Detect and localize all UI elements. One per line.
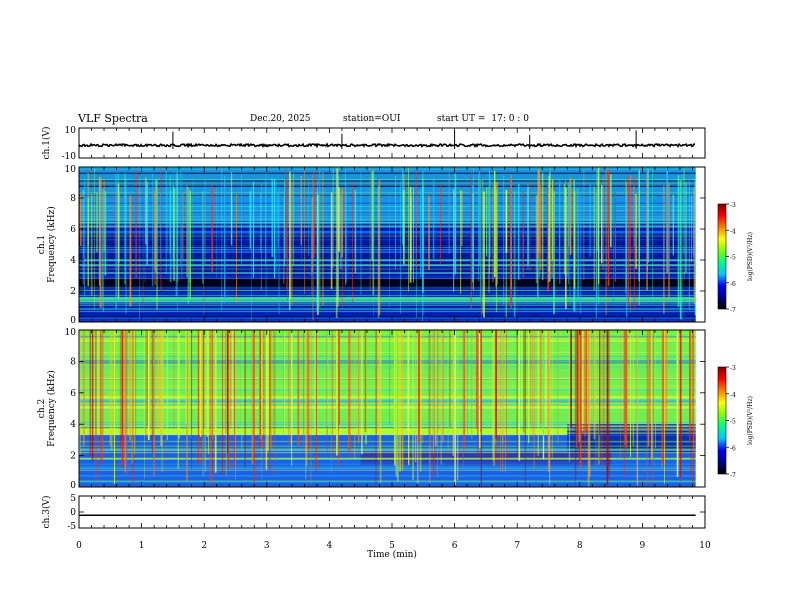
ch2-spec-ylabel: ch.2: [37, 399, 47, 418]
x-tick-label: 5: [389, 541, 395, 551]
x-tick-label: 6: [452, 541, 458, 551]
ch2-spec-colorbar-tick-label: -3: [730, 365, 736, 372]
x-tick-label: 9: [640, 541, 646, 551]
x-tick-label: 3: [264, 541, 270, 551]
ch2-spec-ytick-label: 4: [70, 420, 76, 430]
chart-title: VLF Spectra: [78, 112, 148, 125]
ch1-spec-low-zone: [79, 303, 696, 322]
ch2-spec-colorbar-tick-label: -6: [730, 445, 736, 452]
ch1-spec-dark-band: [79, 278, 696, 288]
ch1-spec-colorbar-tick-label: -6: [730, 281, 736, 288]
x-axis-label: Time (min): [367, 549, 417, 560]
ch1-spec-colorbar: [717, 203, 727, 310]
ch1-spec-ylabel: Frequency (kHz): [46, 206, 57, 283]
ch2-spec-ytick-label: 8: [70, 357, 76, 367]
ch1-spec-colorbar-tick-label: -7: [730, 307, 736, 314]
ch1-spec-ytick-label: 4: [70, 256, 76, 266]
ch1-spec-ylabel: ch.1: [37, 235, 47, 254]
ch2-spec-colorbar: [717, 366, 727, 475]
ch1-waveform-trace: [78, 142, 696, 149]
ch1-spec-colorbar-tick-label: -5: [730, 255, 736, 262]
ch3-ytick-label: 5: [70, 494, 76, 504]
date-text: Dec.20, 2025: [250, 114, 311, 124]
ch1-spec-ytick-label: 8: [70, 194, 76, 204]
x-tick-label: 10: [699, 541, 711, 551]
ch1-spec-ytick-label: 0: [70, 316, 76, 326]
x-tick-label: 7: [514, 541, 520, 551]
ch2-spec-ytick-label: 2: [70, 452, 76, 462]
ch1-spec-colorbar-tick-label: -3: [730, 202, 736, 209]
ch1-spec-image: [79, 167, 697, 322]
ch2-spec-colorbar-tick-label: -7: [730, 472, 736, 479]
ch2-spec-colorbar-label: log(PSD)(V²/Hz): [747, 396, 754, 445]
ch1-spec-colorbar-label: log(PSD)(V²/Hz): [747, 232, 754, 281]
ch2-spec-bright-band: [79, 428, 568, 436]
ch2-spec-colorbar-tick-label: -5: [730, 419, 736, 426]
ch1-spec-ytick-label: 2: [70, 287, 76, 297]
ch1-ytick-label: 10: [65, 126, 77, 136]
ch2-spec-colorbar-tick-label: -4: [730, 392, 736, 399]
ch2-spec-ytick-label: 6: [70, 389, 76, 399]
x-tick-label: 4: [327, 541, 333, 551]
ch1-spec-colorbar-tick-label: -4: [730, 228, 736, 235]
station-value: OUI: [381, 114, 401, 124]
ch2-spec-ylabel: Frequency (kHz): [46, 370, 57, 447]
ch3-ytick-label: -5: [67, 522, 76, 532]
ch2-spec-ytick-label: 0: [70, 481, 76, 491]
start-time-value: 17: 0 : 0: [491, 114, 529, 124]
ch1-spec-bright-band: [79, 297, 696, 302]
start-label: start UT =: [437, 114, 486, 124]
ch2-spec-ytick-label: 10: [65, 328, 77, 338]
ch2-spec-image: [79, 330, 696, 487]
ch1-ytick-label: -10: [62, 152, 77, 162]
ch1-spec-ytick-label: 6: [70, 225, 76, 235]
ch3-ylabel: ch.3(V): [41, 496, 52, 529]
ch1-spec-ytick-label: 10: [65, 165, 77, 175]
station-info: station=OUI: [343, 113, 400, 125]
ch1-ylabel: ch.1(V): [41, 127, 52, 160]
x-tick-label: 1: [139, 541, 145, 551]
x-tick-label: 0: [76, 541, 82, 551]
start-time-info: start UT = 17: 0 : 0: [437, 113, 529, 125]
ch3-ytick-label: 0: [70, 508, 76, 518]
x-tick-label: 2: [201, 541, 207, 551]
x-tick-label: 8: [577, 541, 583, 551]
ch2-spec-upper-zone: [79, 330, 696, 425]
station-label: station=: [343, 114, 382, 124]
